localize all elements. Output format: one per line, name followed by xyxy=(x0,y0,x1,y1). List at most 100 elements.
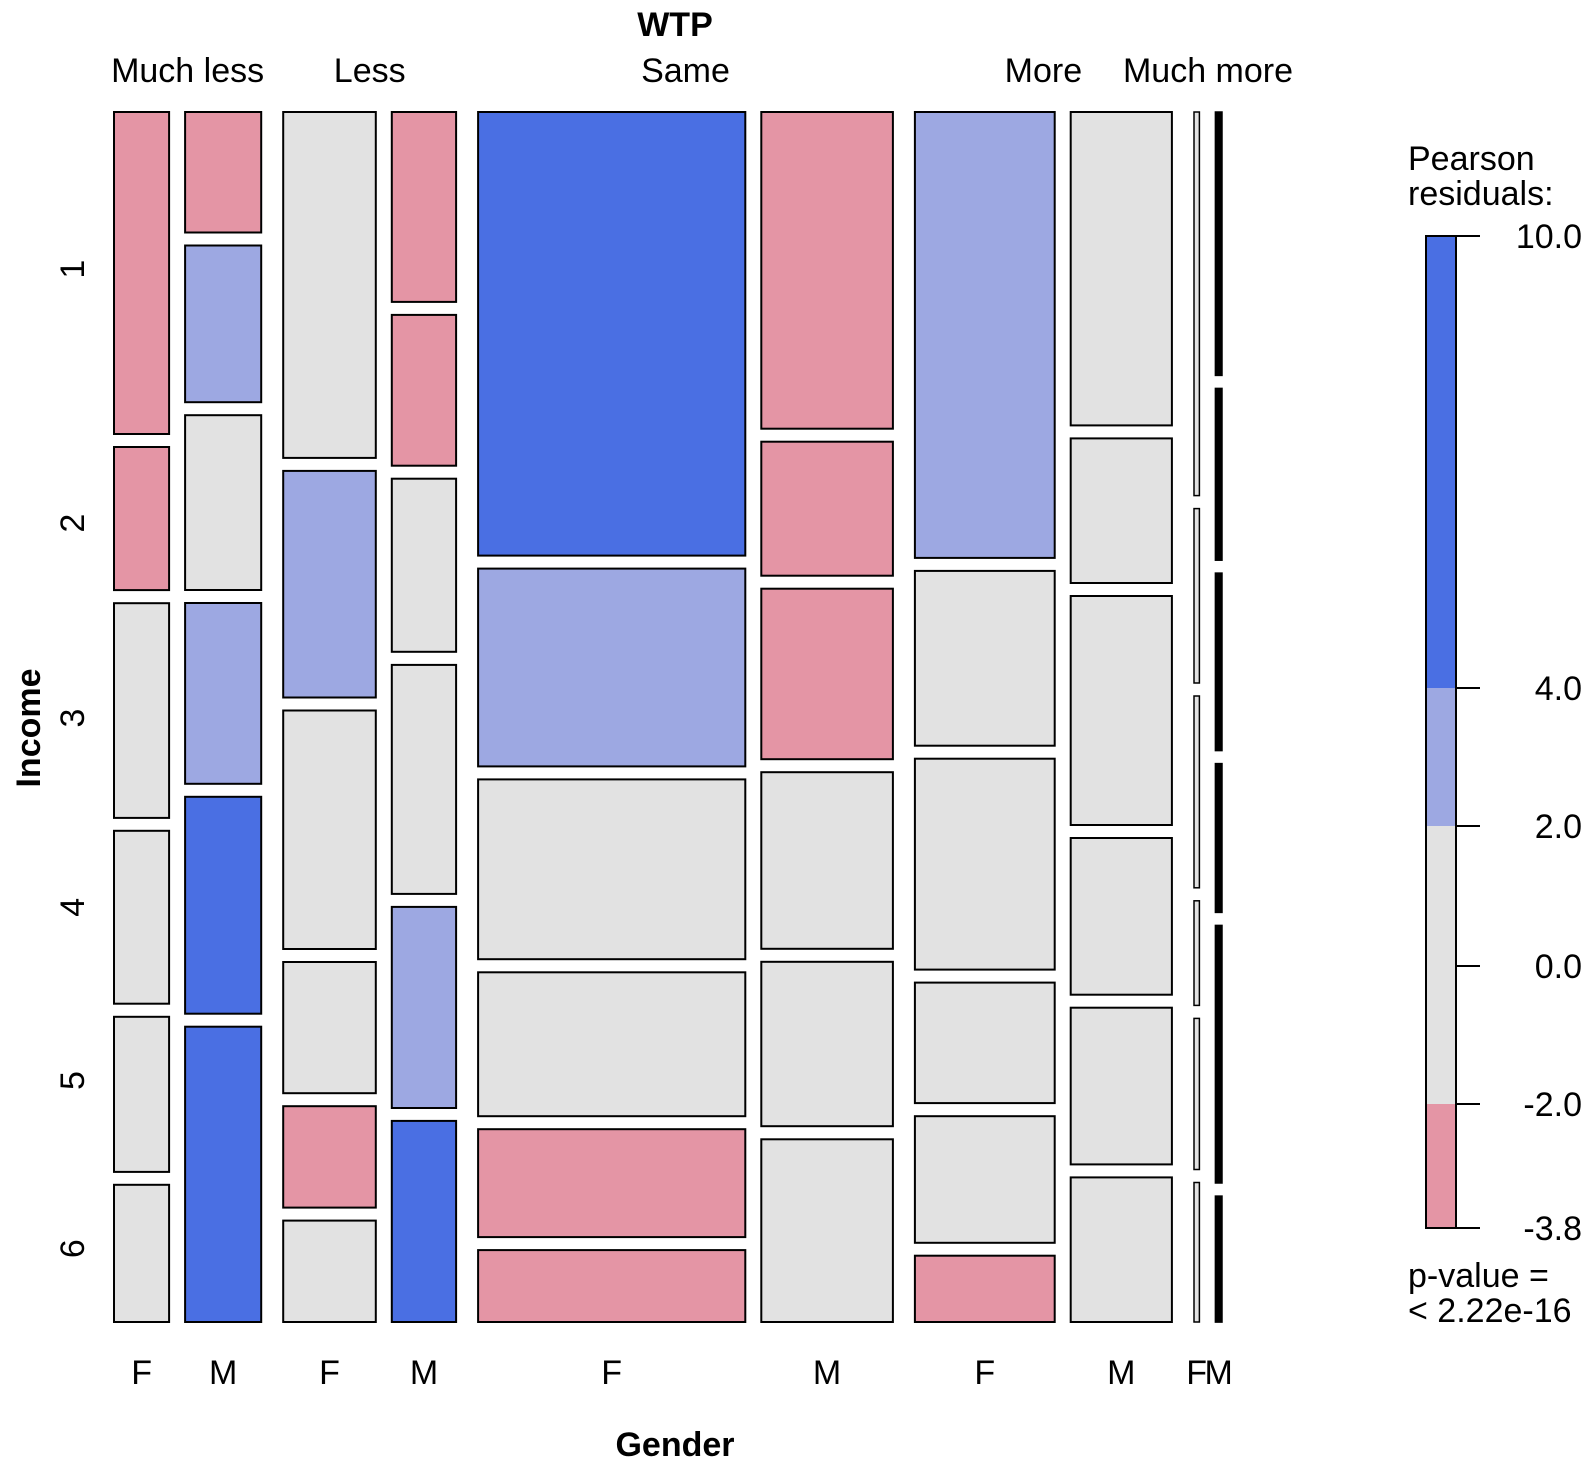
y-axis-label: Income xyxy=(10,668,48,787)
legend-tick-label-1: 4.0 xyxy=(1535,670,1582,708)
cell-much-less-f-income-6 xyxy=(113,1183,171,1324)
cell-much-more-f-income-5 xyxy=(1193,1017,1201,1171)
legend-tick-label-3: 0.0 xyxy=(1535,948,1582,986)
cell-less-f-income-4 xyxy=(282,961,377,1095)
income-tick-4: 4 xyxy=(54,898,92,917)
cell-less-m-income-4 xyxy=(390,663,458,895)
legend-segment-3 xyxy=(1426,1104,1456,1228)
cell-same-m-income-4 xyxy=(760,771,894,950)
legend-ticks: 10.0 4.0 2.0 0.0 -2.0 -3.8 xyxy=(1456,218,1582,1248)
cell-much-less-f-income-4 xyxy=(113,829,171,1005)
cell-same-m-income-6 xyxy=(760,1138,894,1324)
cell-more-m-income-4 xyxy=(1069,837,1173,996)
residual-legend: Pearson residuals: 10.0 4.0 2.0 0.0 -2.0 -3.8… xyxy=(1408,140,1582,1330)
income-tick-5: 5 xyxy=(54,1071,92,1090)
gender-tick-more-f: F xyxy=(974,1354,995,1392)
wtp-label-much-more: Much more xyxy=(1123,52,1293,90)
cell-less-m-income-5 xyxy=(390,905,458,1110)
cell-more-f-income-3 xyxy=(913,757,1056,971)
cell-more-f-income-1 xyxy=(913,111,1056,559)
gender-tick-same-m: M xyxy=(813,1354,841,1392)
gender-tick-much-more-m: M xyxy=(1205,1354,1233,1392)
cell-more-m-income-2 xyxy=(1069,437,1173,584)
cell-much-less-f-income-5 xyxy=(113,1015,171,1173)
cell-much-more-m-income-6 xyxy=(1214,1195,1223,1323)
gender-tick-more-m: M xyxy=(1107,1354,1135,1392)
cell-more-f-income-4 xyxy=(913,981,1056,1105)
legend-segment-1 xyxy=(1426,688,1456,826)
legend-tick-label-2: 2.0 xyxy=(1535,808,1582,846)
cell-much-more-f-income-2 xyxy=(1193,507,1201,684)
cell-less-f-income-3 xyxy=(282,709,377,950)
cell-more-f-income-2 xyxy=(913,569,1056,747)
cell-much-less-m-income-1 xyxy=(184,111,263,234)
cell-much-more-m-income-4 xyxy=(1214,762,1223,914)
gender-tick-less-m: M xyxy=(410,1354,438,1392)
cell-much-more-f-income-3 xyxy=(1193,695,1201,889)
legend-segment-2 xyxy=(1426,826,1456,1104)
wtp-label-less: Less xyxy=(334,52,406,90)
cell-same-f-income-5 xyxy=(477,1128,747,1239)
wtp-label-much-less: Much less xyxy=(111,52,264,90)
cell-less-f-income-1 xyxy=(282,111,377,459)
income-tick-1: 1 xyxy=(54,260,92,279)
cell-much-more-f-income-1 xyxy=(1193,111,1201,497)
income-tick-3: 3 xyxy=(54,709,92,728)
income-tick-6: 6 xyxy=(54,1239,92,1258)
cell-much-more-m-income-2 xyxy=(1214,387,1223,561)
cell-same-m-income-5 xyxy=(760,960,894,1128)
gender-tick-same-f: F xyxy=(601,1354,622,1392)
cell-more-m-income-5 xyxy=(1069,1006,1173,1166)
cell-much-less-m-income-2 xyxy=(184,244,263,404)
wtp-label-same: Same xyxy=(641,52,730,90)
x-axis-label: Gender xyxy=(615,1426,734,1463)
cell-much-more-f-income-4 xyxy=(1193,900,1201,1007)
cell-much-more-f-income-6 xyxy=(1193,1181,1201,1323)
gender-tick-much-less-m: M xyxy=(209,1354,237,1392)
cell-much-more-m-income-3 xyxy=(1214,572,1223,752)
legend-segment-0 xyxy=(1426,236,1456,688)
gender-tick-much-more-f: F xyxy=(1186,1354,1207,1392)
cell-much-less-f-income-2 xyxy=(113,446,171,592)
cell-much-more-m-income-1 xyxy=(1214,111,1223,377)
legend-bar-border xyxy=(1425,235,1457,1229)
cell-same-f-income-6 xyxy=(477,1249,747,1323)
cell-less-f-income-6 xyxy=(282,1219,377,1323)
legend-tick-label-0: 10.0 xyxy=(1516,218,1582,256)
cell-much-more-m-income-5 xyxy=(1214,924,1223,1184)
cell-same-f-income-4 xyxy=(477,971,747,1118)
legend-tick-label-4: -2.0 xyxy=(1523,1086,1582,1124)
income-tick-2: 2 xyxy=(54,514,92,533)
cell-more-m-income-6 xyxy=(1069,1176,1173,1324)
legend-color-bar xyxy=(1425,235,1457,1229)
gender-tick-labels: F M F M F M F M FM xyxy=(131,1354,1233,1392)
cell-more-f-income-6 xyxy=(913,1254,1056,1323)
cell-more-f-income-5 xyxy=(913,1115,1056,1244)
cell-much-less-m-income-3 xyxy=(184,414,263,592)
cell-much-less-f-income-3 xyxy=(113,602,171,819)
cell-same-m-income-1 xyxy=(760,111,894,430)
cell-same-f-income-1 xyxy=(477,111,747,557)
mosaic-cells xyxy=(113,111,1223,1324)
cell-less-m-income-2 xyxy=(390,313,458,467)
cell-same-f-income-3 xyxy=(477,778,747,961)
cell-less-f-income-2 xyxy=(282,469,377,699)
legend-pvalue-line1: p-value = xyxy=(1408,1257,1549,1295)
cell-same-f-income-2 xyxy=(477,567,747,768)
legend-title-line1: Pearson xyxy=(1408,140,1535,178)
legend-pvalue-line2: < 2.22e-16 xyxy=(1408,1292,1572,1330)
legend-title-line2: residuals: xyxy=(1408,175,1554,213)
cell-more-m-income-1 xyxy=(1069,111,1173,427)
cell-same-m-income-3 xyxy=(760,587,894,761)
cell-less-m-income-1 xyxy=(390,111,458,303)
cell-less-f-income-5 xyxy=(282,1105,377,1209)
wtp-level-labels: Much less Less Same More Much more xyxy=(111,52,1293,90)
income-tick-labels: 1 2 3 4 5 6 xyxy=(54,260,92,1258)
cell-much-less-m-income-4 xyxy=(184,602,263,785)
cell-much-less-m-income-5 xyxy=(184,795,263,1015)
gender-tick-less-f: F xyxy=(319,1354,340,1392)
legend-tick-label-5: -3.8 xyxy=(1523,1210,1582,1248)
chart-title: WTP xyxy=(637,6,713,44)
cell-less-m-income-6 xyxy=(390,1119,458,1324)
